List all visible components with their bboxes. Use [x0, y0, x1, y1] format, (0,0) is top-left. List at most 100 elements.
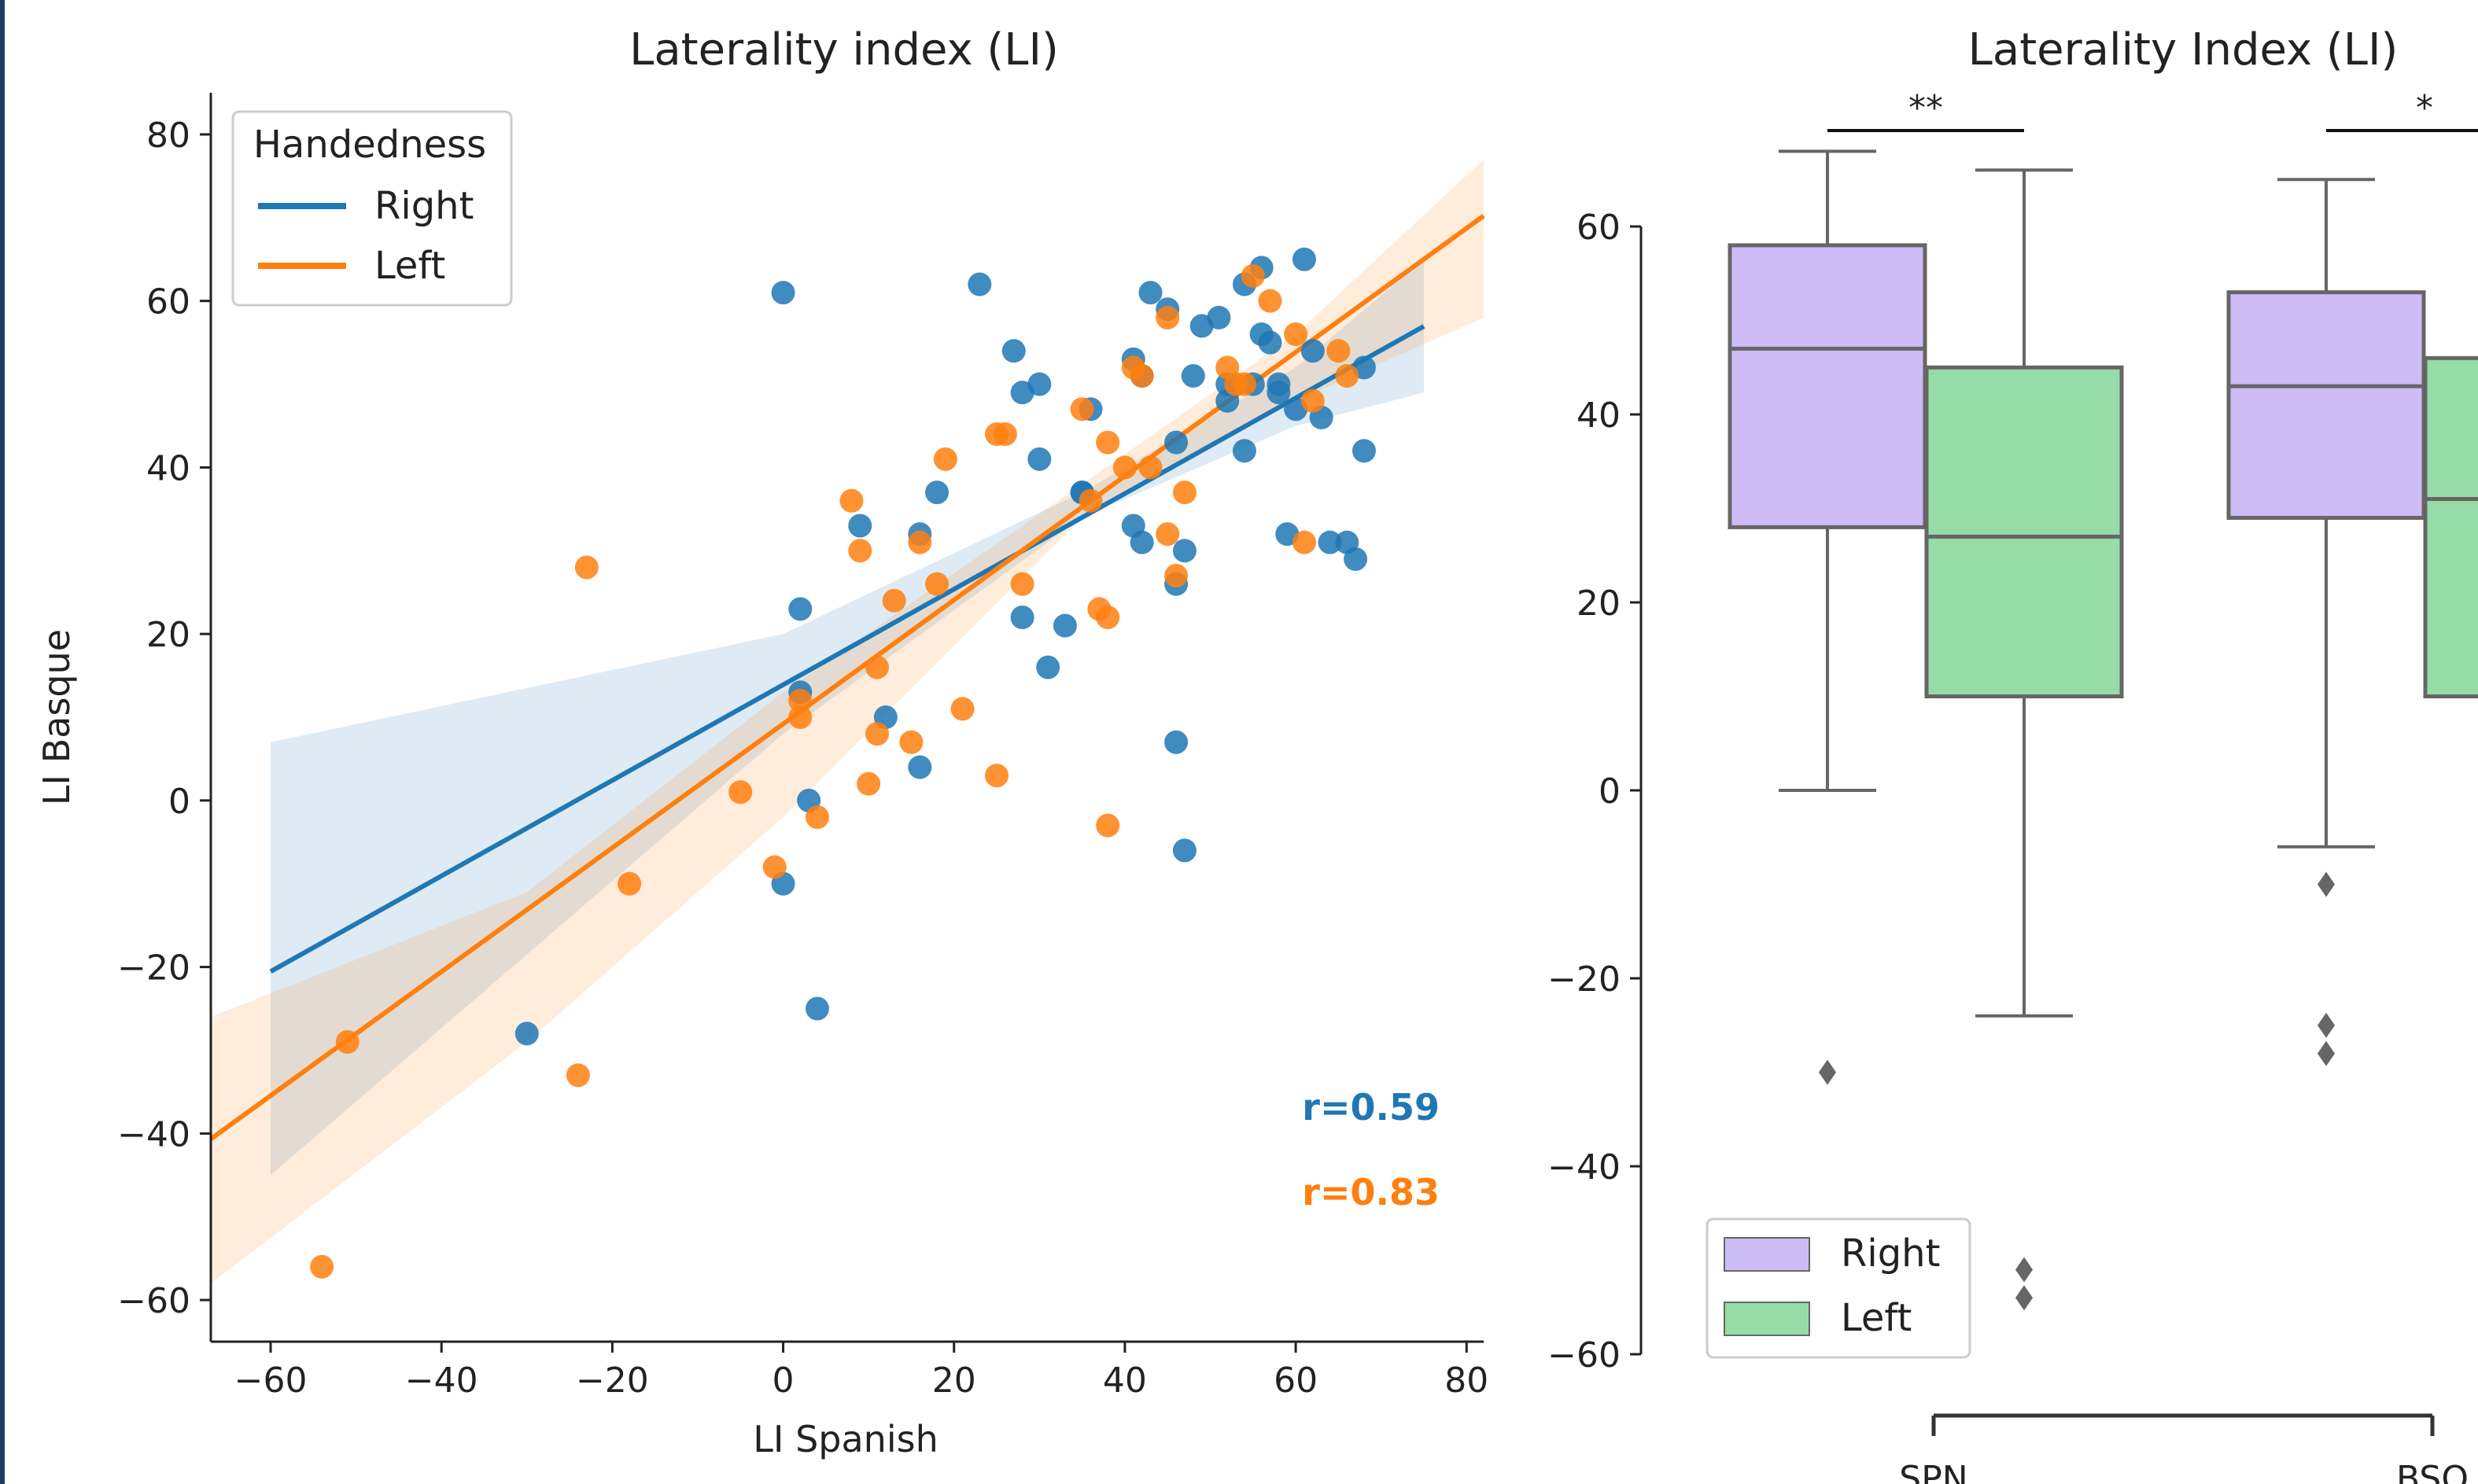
x-tick-label: 80: [1444, 1361, 1488, 1401]
significance-label: *: [2416, 88, 2433, 128]
scatter-point-right: [1172, 838, 1197, 863]
scatter-x-label: LI Spanish: [753, 1418, 938, 1460]
scatter-point-left: [1326, 339, 1351, 363]
boxplot-y-tick-label: 0: [1599, 771, 1621, 812]
significance-label: **: [1908, 88, 1943, 128]
x-tick-label: 0: [773, 1361, 795, 1401]
scatter-point-left: [1284, 322, 1308, 347]
scatter-point-right: [1164, 430, 1189, 455]
scatter-x-ticks: −60 −40 −20 0 20 40 60 80: [234, 1342, 1488, 1401]
legend-patch-left: [1724, 1302, 1810, 1336]
scatter-point-right: [1027, 372, 1052, 396]
outlier-marker: [2318, 871, 2335, 897]
scatter-point-left: [848, 539, 872, 563]
scatter-point-left: [1164, 564, 1189, 588]
scatter-point-left: [899, 730, 924, 754]
scatter-point-right: [1027, 447, 1052, 471]
boxplot-significance-bars: ** *: [1827, 88, 2478, 132]
y-tick-label: −20: [117, 948, 190, 989]
boxplot-y-tick-label: −60: [1547, 1335, 1621, 1375]
scatter-title: Laterality index (LI): [629, 24, 1059, 75]
scatter-point-left: [788, 705, 813, 729]
scatter-point-right: [1130, 530, 1154, 554]
box-right-bsq: [2226, 178, 2426, 1066]
boxplot-x-axis: SPN BSQ: [1899, 1413, 2469, 1484]
scatter-point-right: [1181, 363, 1205, 388]
scatter-point-left: [762, 855, 787, 879]
scatter-point-left: [1010, 572, 1034, 596]
boxplot-y-tick-label: −40: [1547, 1147, 1621, 1188]
scatter-point-left: [839, 488, 864, 513]
scatter-point-right: [1344, 547, 1368, 571]
scatter-point-right: [1207, 305, 1231, 330]
scatter-point-right: [1292, 247, 1316, 271]
x-tick-label: −40: [405, 1361, 478, 1401]
boxplot-panel: Laterality Index (LI) ** * −60−40−2002040…: [1547, 24, 2478, 1484]
scatter-point-left: [857, 771, 881, 796]
y-tick-label: 20: [146, 615, 190, 655]
boxplot-y-tick-label: −20: [1547, 959, 1621, 1000]
scatter-point-left: [788, 688, 813, 713]
y-tick-label: 60: [146, 282, 190, 322]
scatter-point-left: [1130, 363, 1154, 388]
scatter-point-right: [925, 481, 950, 505]
boxplot-y-tick-label: 20: [1576, 584, 1621, 624]
outlier-marker: [2318, 1040, 2335, 1066]
scatter-point-right: [1053, 613, 1077, 638]
scatter-point-right: [1318, 530, 1342, 554]
scatter-point-left: [1232, 372, 1256, 396]
scatter-point-right: [908, 755, 932, 779]
outlier-marker: [2318, 1012, 2335, 1038]
scatter-point-left: [882, 588, 906, 613]
scatter-point-left: [1292, 530, 1316, 554]
scatter-fit-lines: [209, 213, 1485, 1141]
y-tick-label: −40: [117, 1114, 190, 1154]
scatter-point-left: [1172, 481, 1197, 505]
scatter-point-right: [788, 597, 813, 621]
boxplot-y-tick-label: 60: [1576, 208, 1621, 248]
scatter-point-left: [985, 764, 1009, 788]
outlier-marker: [2015, 1257, 2033, 1283]
scatter-point-left: [1156, 305, 1180, 330]
scatter-point-right: [805, 996, 829, 1021]
scatter-point-left: [925, 572, 950, 596]
outlier-marker: [2015, 1285, 2033, 1311]
scatter-point-left: [865, 722, 890, 746]
scatter-point-left: [1070, 397, 1094, 422]
boxplot-legend-label-right: Right: [1841, 1232, 1940, 1276]
y-tick-label: −60: [117, 1281, 190, 1321]
box-left-bsq: [2423, 355, 2478, 698]
x-tick-label: −20: [576, 1361, 649, 1401]
boxplot-y-ticks: −60 −40 −20 0 20 40 60: [1547, 208, 1641, 1375]
boxplot-x-tick-label: BSQ: [2396, 1459, 2469, 1484]
y-tick-label: 0: [168, 782, 190, 822]
scatter-point-right: [1164, 730, 1189, 754]
scatter-point-right: [968, 272, 992, 296]
boxplot-boxes: [1728, 149, 2478, 1311]
legend-label-right: Right: [374, 184, 474, 228]
x-tick-label: 20: [932, 1361, 976, 1401]
scatter-point-left: [1096, 605, 1120, 629]
box-iqr: [1728, 243, 1927, 529]
scatter-point-left: [993, 422, 1017, 447]
scatter-point-left: [1079, 488, 1103, 513]
scatter-point-right: [771, 281, 795, 305]
scatter-point-left: [933, 447, 957, 471]
scatter-y-ticks: −60 −40 −20 0 20 40 60 80: [117, 116, 211, 1321]
boxplot-legend: Right Left: [1705, 1217, 1971, 1359]
scatter-legend-frame: [231, 110, 513, 307]
box-iqr: [1924, 365, 2124, 698]
boxplot-y-tick-label: 40: [1576, 396, 1621, 436]
scatter-point-left: [618, 871, 642, 896]
boxplot-title: Laterality Index (LI): [1968, 24, 2399, 75]
scatter-point-left: [728, 780, 753, 805]
scatter-point-right: [1351, 439, 1376, 463]
scatter-point-left: [1241, 263, 1265, 288]
scatter-point-left: [1112, 455, 1137, 480]
scatter-legend: Handedness Right Left: [231, 110, 513, 307]
scatter-point-right: [1232, 439, 1256, 463]
scatter-point-left: [1335, 363, 1359, 388]
scatter-y-label: LI Basque: [35, 629, 78, 805]
scatter-point-right: [1001, 339, 1026, 363]
x-tick-label: 40: [1103, 1361, 1147, 1401]
